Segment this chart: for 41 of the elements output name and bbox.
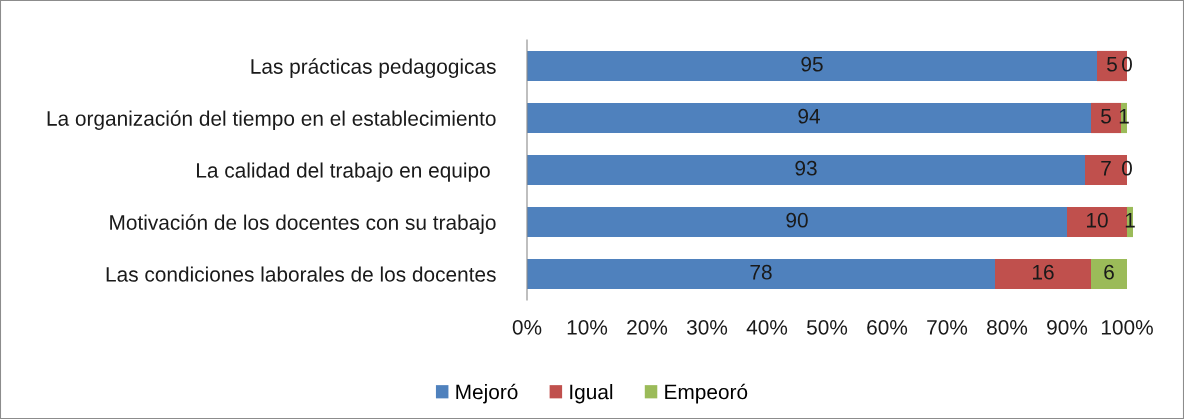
data-label: 90 [786, 212, 808, 228]
data-label: 7 [1101, 161, 1111, 176]
data-label: 16 [1033, 264, 1054, 280]
data-label: 5 [1101, 109, 1111, 124]
y-tick-label: Las prácticas pedagogicas [251, 58, 496, 78]
bar [1091, 102, 1121, 134]
data-label: 6 [1104, 264, 1114, 280]
y-tick-label: La calidad del trabajo en equipo [197, 162, 490, 182]
bar [1091, 258, 1127, 290]
bar [527, 258, 995, 290]
data-label: 78 [750, 264, 772, 280]
x-tick-label: 100% [1101, 319, 1153, 335]
bar [527, 206, 1067, 238]
data-label: 10 [1087, 212, 1108, 228]
legend-label: Empeoró [665, 383, 748, 404]
x-tick-label: 70% [927, 319, 968, 335]
data-label: 93 [795, 160, 817, 176]
data-label: 5 [1107, 57, 1117, 72]
x-tick-label: 60% [867, 319, 908, 335]
x-tick-label: 50% [806, 319, 848, 335]
data-label: 0 [1122, 160, 1132, 176]
x-tick-label: 0% [512, 319, 542, 335]
legend-label: Mejoró [456, 383, 518, 404]
y-tick-label: Motivación de los docentes con su trabajo [110, 214, 496, 234]
bar [527, 102, 1091, 134]
bar [1067, 206, 1127, 238]
legend-label: Igual [570, 383, 613, 404]
data-label: 0 [1122, 56, 1132, 72]
bar [995, 258, 1091, 290]
x-tick-label: 10% [567, 319, 608, 335]
y-tick-label: La organización del tiempo en el establecimiento [47, 110, 496, 130]
x-tick-label: 30% [686, 319, 728, 335]
data-label: 95 [801, 56, 823, 72]
x-tick-label: 80% [987, 319, 1028, 335]
x-tick-label: 90% [1047, 319, 1088, 335]
bar [527, 50, 1097, 82]
bar [527, 154, 1085, 186]
x-tick-label: 40% [746, 319, 788, 335]
y-tick-label: Las condiciones laborales de los docentes [106, 266, 496, 282]
data-label: 94 [798, 108, 820, 124]
x-tick-label: 20% [627, 319, 668, 335]
